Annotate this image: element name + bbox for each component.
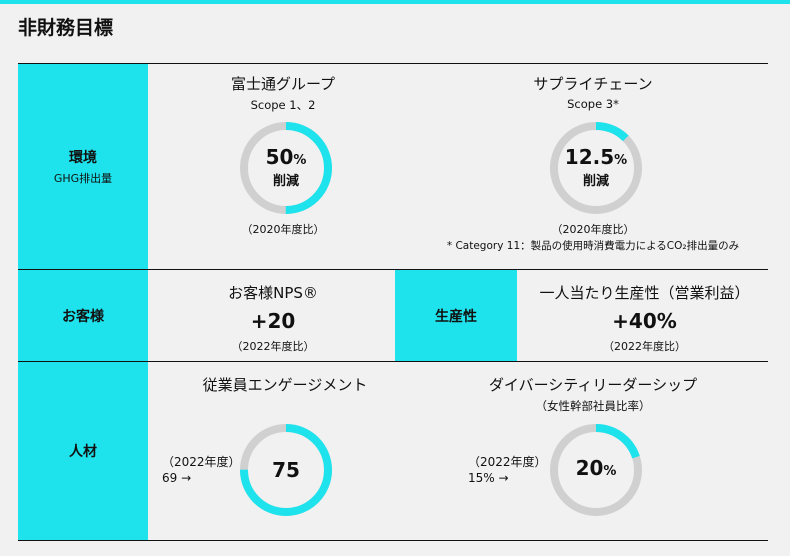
diversity-header: ダイバーシティリーダーシップ （女性幹部社員比率） <box>478 374 708 414</box>
engagement-base-value: 69 → <box>162 471 192 485</box>
env-supply-value: 12.5 <box>564 145 615 169</box>
env-supply-label: 削減 <box>582 174 609 189</box>
diversity-ring-graphic <box>550 424 642 516</box>
productivity-title: 一人当たり生産性（営業利益） <box>539 284 750 302</box>
engagement-header: 従業員エンゲージメント <box>170 374 400 395</box>
env-supply-unit: % <box>614 153 628 168</box>
diversity-value: 20 <box>575 456 604 480</box>
env-group-title: 富士通グループ <box>230 75 336 93</box>
diversity-title: ダイバーシティリーダーシップ <box>488 376 698 394</box>
category-environment: 環境 GHG排出量 <box>18 64 148 269</box>
env-group-label: 削減 <box>272 174 299 189</box>
diversity-ring-arc <box>550 424 642 516</box>
category-environment-sublabel: GHG排出量 <box>53 172 113 185</box>
env-group-unit: % <box>293 153 307 168</box>
category-customer-label: お客様 <box>62 308 104 325</box>
productivity-block: 一人当たり生産性（営業利益） +40% （2022年度比） <box>527 282 762 354</box>
env-group-value: 50 <box>265 145 294 169</box>
env-supply-ring-arc <box>550 122 642 214</box>
page-title: 非財務目標 <box>18 17 114 39</box>
productivity-baseline: （2022年度比） <box>603 340 686 353</box>
divider-top <box>18 63 768 64</box>
category-productivity-label: 生産性 <box>435 308 477 325</box>
category-people-label: 人材 <box>69 444 97 460</box>
env-group-header: 富士通グループ Scope 1、2 <box>188 73 378 113</box>
engagement-ring-graphic <box>240 424 332 516</box>
env-supply-title: サプライチェーン <box>533 75 653 93</box>
divider-env <box>18 269 768 270</box>
env-supply-ring-graphic <box>550 122 642 214</box>
divider-bottom <box>18 540 768 541</box>
diversity-ring: 20% <box>548 422 644 518</box>
customer-block: お客様NPS® +20 （2022年度比） <box>158 282 388 354</box>
category-customer: お客様 <box>18 270 148 361</box>
env-supply-ring: 12.5% 削減 <box>548 120 644 216</box>
engagement-title: 従業員エンゲージメント <box>202 376 368 394</box>
engagement-baseline: （2022年度） 69 → <box>162 454 241 486</box>
customer-nps-title: お客様NPS® <box>228 284 318 302</box>
env-group-ring-graphic <box>240 122 332 214</box>
productivity-value: +40% <box>612 309 677 333</box>
env-supply-footnote: * Category 11：製品の使用時消費電力によるCO₂排出量のみ <box>446 240 740 252</box>
env-group-baseline: （2020年度比） <box>241 223 325 236</box>
customer-nps-value: +20 <box>250 309 296 333</box>
engagement-ring: 75 <box>238 422 334 518</box>
accent-top-bar <box>0 0 790 4</box>
engagement-value: 75 <box>272 458 300 482</box>
diversity-baseline: （2022年度） 15% → <box>468 454 547 486</box>
diversity-unit: % <box>603 464 617 479</box>
engagement-base-year: （2022年度） <box>162 455 241 469</box>
divider-customer <box>18 361 768 362</box>
env-group-ring: 50% 削減 <box>238 120 334 216</box>
engagement-ring-arc <box>240 424 332 516</box>
customer-nps-baseline: （2022年度比） <box>231 340 315 353</box>
env-group-ring-arc <box>240 122 332 214</box>
diversity-base-year: （2022年度） <box>468 455 547 469</box>
category-productivity: 生産性 <box>395 270 517 361</box>
diversity-subtitle: （女性幹部社員比率） <box>535 399 651 413</box>
diversity-base-value: 15% → <box>468 471 509 485</box>
env-supply-header: サプライチェーン Scope 3* <box>498 73 688 111</box>
category-people: 人材 <box>18 362 148 540</box>
env-group-scope: Scope 1、2 <box>250 98 316 112</box>
category-environment-label: 環境 <box>69 150 97 166</box>
env-supply-baseline: （2020年度比） <box>551 223 635 236</box>
env-supply-scope: Scope 3* <box>567 97 619 111</box>
